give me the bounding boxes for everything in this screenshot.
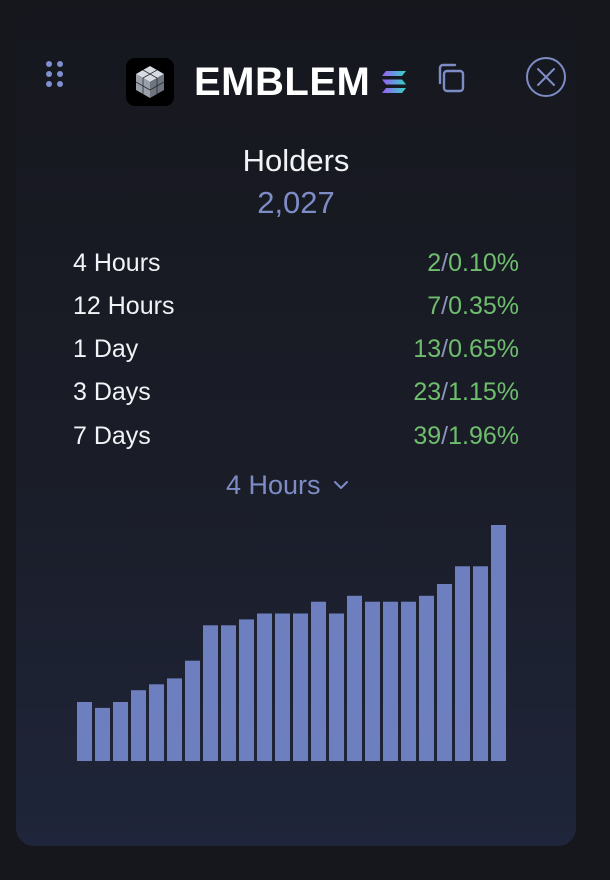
- chart-bar: [347, 595, 362, 761]
- stat-separator: /: [441, 422, 449, 450]
- token-name: EMBLEM: [194, 60, 371, 104]
- chart-bar: [149, 684, 164, 761]
- chart-bar: [167, 678, 182, 761]
- stat-label: 12 Hours: [73, 292, 175, 320]
- holders-title: Holders: [242, 143, 350, 178]
- chart-bar: [437, 584, 452, 761]
- chart-bar: [329, 613, 344, 761]
- stat-count: 2: [427, 249, 442, 277]
- stat-label: 7 Days: [73, 422, 151, 450]
- solana-icon: [382, 71, 406, 93]
- stat-percent: 1.15%: [448, 378, 519, 406]
- chart-bar: [275, 613, 290, 761]
- stat-value: 39/1.96%: [413, 420, 519, 452]
- stat-label: 4 Hours: [73, 249, 161, 277]
- stat-row: 4 Hours 2/0.10%: [73, 247, 519, 279]
- stat-row: 12 Hours 7/0.35%: [73, 290, 519, 322]
- stat-percent: 0.10%: [448, 249, 519, 277]
- stat-count: 23: [413, 378, 442, 406]
- period-selected-label: 4 Hours: [226, 470, 321, 500]
- chart-bar: [455, 566, 470, 761]
- stat-value: 23/1.15%: [413, 376, 519, 408]
- stat-row: 7 Days 39/1.96%: [73, 420, 519, 452]
- chart-bar: [383, 601, 398, 761]
- stat-percent: 1.96%: [448, 422, 519, 450]
- stat-count: 39: [413, 422, 442, 450]
- chart-bar: [419, 595, 434, 761]
- chart-bar: [473, 566, 488, 761]
- chart-bar: [311, 601, 326, 761]
- period-dropdown[interactable]: 4 Hours: [226, 467, 349, 503]
- chart-bar: [185, 660, 200, 761]
- copy-icon[interactable]: [434, 62, 466, 94]
- chart-bar: [365, 601, 380, 761]
- stat-value: 7/0.35%: [427, 290, 519, 322]
- stat-value: 2/0.10%: [427, 247, 519, 279]
- holders-count: 2,027: [257, 185, 335, 220]
- stat-value: 13/0.65%: [413, 333, 519, 365]
- stat-count: 7: [427, 292, 442, 320]
- stat-row: 1 Day 13/0.65%: [73, 333, 519, 365]
- stat-separator: /: [441, 378, 449, 406]
- chevron-down-icon: [333, 481, 348, 489]
- chart-bar: [239, 619, 254, 761]
- chart-bar: [221, 625, 236, 761]
- stat-label: 3 Days: [73, 378, 151, 406]
- stat-separator: /: [441, 249, 449, 277]
- stat-separator: /: [441, 335, 449, 363]
- token-logo-icon: [126, 58, 174, 106]
- close-icon[interactable]: [525, 56, 567, 98]
- chart-bar: [203, 625, 218, 761]
- stat-label: 1 Day: [73, 335, 139, 363]
- chart-bar: [401, 601, 416, 761]
- chart-bar: [257, 613, 272, 761]
- chart-bar: [113, 702, 128, 761]
- stat-percent: 0.65%: [448, 335, 519, 363]
- chart-bar: [131, 690, 146, 761]
- chart-bar: [293, 613, 308, 761]
- chart-bar: [95, 707, 110, 761]
- stat-row: 3 Days 23/1.15%: [73, 376, 519, 408]
- stat-separator: /: [441, 292, 449, 320]
- drag-handle-icon[interactable]: [46, 61, 66, 93]
- holders-bar-chart: [77, 525, 506, 761]
- stat-count: 13: [413, 335, 442, 363]
- stat-percent: 0.35%: [448, 292, 519, 320]
- chart-bar: [491, 525, 506, 761]
- chart-bar: [77, 702, 92, 761]
